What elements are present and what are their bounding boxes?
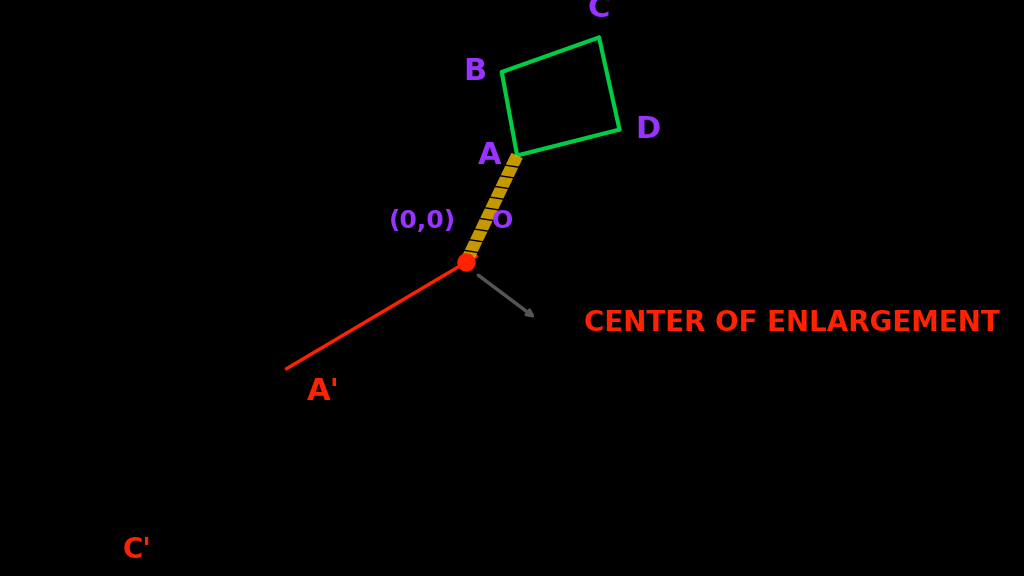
Text: CENTER OF ENLARGEMENT: CENTER OF ENLARGEMENT — [584, 309, 999, 336]
Text: A': A' — [307, 377, 340, 406]
Point — [458, 257, 474, 267]
Text: B: B — [463, 58, 486, 86]
Text: D: D — [635, 115, 660, 144]
Text: A: A — [478, 141, 502, 170]
Text: O: O — [492, 209, 513, 233]
Text: C': C' — [123, 536, 152, 564]
Text: (0,0): (0,0) — [388, 209, 456, 233]
Text: C: C — [588, 0, 610, 23]
